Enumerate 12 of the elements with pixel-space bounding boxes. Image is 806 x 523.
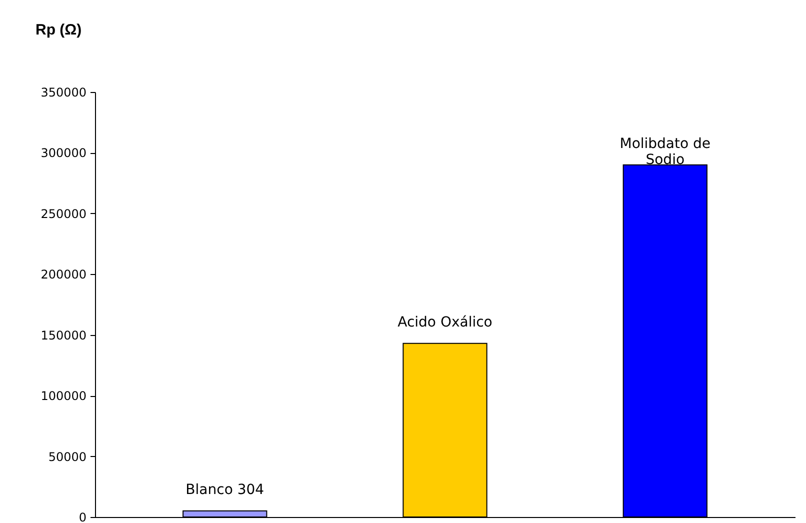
y-tick-label: 200000 (40, 268, 86, 282)
y-tick-label: 350000 (40, 86, 86, 100)
x-tick-label: Molibdato de Sodio (620, 136, 711, 168)
y-axis-title: Rp (Ω) (36, 22, 82, 38)
x-tick-label: Acido Oxálico (398, 314, 492, 330)
y-tick-label: 150000 (40, 328, 86, 342)
y-tick-label: 0 (78, 510, 86, 523)
y-tick-label: 250000 (40, 206, 86, 221)
y-tick-label: 100000 (40, 389, 86, 404)
y-tick-label: 300000 (40, 146, 86, 160)
y-tick-label: 50000 (48, 450, 86, 464)
x-tick-label: Blanco 304 (186, 482, 264, 498)
